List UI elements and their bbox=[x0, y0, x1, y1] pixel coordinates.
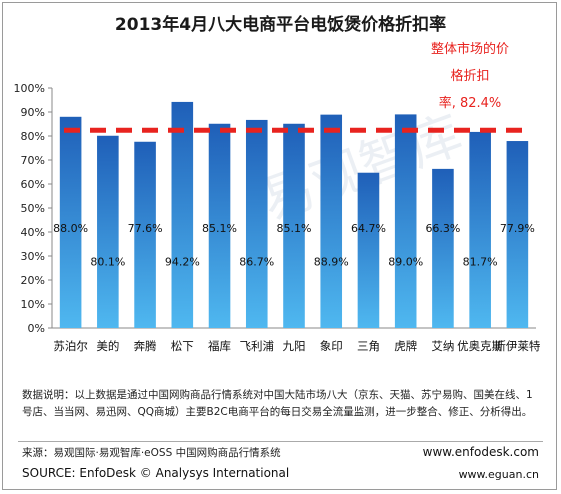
x-tick-label: 奔腾 bbox=[134, 339, 157, 353]
y-tick-labels: 0% 10% 20% 30% 40% 50% 60% 70% 80% 90% 100% bbox=[14, 82, 45, 335]
y-tick-label: 70% bbox=[21, 154, 45, 167]
enfodesk-url: www.enfodesk.com bbox=[422, 445, 539, 459]
value-label: 89.0% bbox=[388, 256, 423, 269]
x-tick-label: 艾纳 bbox=[431, 339, 454, 353]
y-tick-label: 0% bbox=[28, 322, 45, 335]
value-label: 94.2% bbox=[165, 256, 200, 269]
y-tick-label: 50% bbox=[21, 202, 45, 215]
bar bbox=[506, 141, 529, 328]
source-en: SOURCE: EnfoDesk © Analysys Internationa… bbox=[22, 466, 290, 480]
chart-title: 2013年4月八大电商平台电饭煲价格折扣率 bbox=[114, 15, 447, 35]
value-label: 80.1% bbox=[90, 256, 125, 269]
x-tick-label: 九阳 bbox=[283, 339, 306, 353]
value-label: 81.7% bbox=[463, 256, 498, 269]
x-tick-label: 优奥克斯 bbox=[457, 339, 503, 353]
y-tick-label: 100% bbox=[14, 82, 45, 95]
annotation-line-3: 率, 82.4% bbox=[438, 96, 502, 111]
y-tick-label: 10% bbox=[21, 298, 45, 311]
x-tick-label: 象印 bbox=[320, 339, 343, 353]
chart-frame bbox=[2, 2, 557, 490]
value-label: 85.1% bbox=[277, 222, 312, 235]
annotation-line-1: 整体市场的价 bbox=[430, 42, 509, 57]
source-cn: 来源：易观国际·易观智库·eOSS 中国网购商品行情系统 bbox=[22, 447, 281, 459]
y-tick-label: 40% bbox=[21, 226, 45, 239]
x-tick-label: 苏泊尔 bbox=[53, 339, 88, 353]
divider bbox=[18, 441, 543, 442]
value-label: 66.3% bbox=[425, 222, 460, 235]
value-label: 86.7% bbox=[239, 256, 274, 269]
x-tick-label: 虎牌 bbox=[394, 339, 417, 353]
y-tick-label: 90% bbox=[21, 106, 45, 119]
bar bbox=[283, 123, 305, 328]
eguan-url: www.eguan.cn bbox=[458, 468, 539, 481]
value-label: 77.6% bbox=[128, 222, 163, 235]
data-notes: 数据说明：以上数据是通过中国网购商品行情系统对中国大陆市场八大（京东、天猫、苏宁… bbox=[22, 389, 533, 418]
x-tick-label: 飞利浦 bbox=[240, 339, 275, 353]
bar bbox=[394, 114, 417, 329]
annotation-line-2: 格折扣 bbox=[450, 69, 490, 84]
reference-annotation: 整体市场的价 格折扣 率, 82.4% bbox=[400, 36, 540, 117]
x-tick-label: 福库 bbox=[208, 339, 231, 353]
bar bbox=[469, 131, 491, 328]
bars bbox=[59, 101, 529, 329]
value-label: 77.9% bbox=[500, 222, 535, 235]
bar bbox=[97, 135, 119, 328]
y-tick-label: 20% bbox=[21, 274, 45, 287]
value-labels: 88.0% 80.1% 77.6% 94.2% 85.1% 86.7% 85.1% 88.9%… bbox=[53, 222, 535, 269]
value-label: 85.1% bbox=[202, 222, 237, 235]
x-tick-label: 三角 bbox=[357, 339, 380, 353]
value-label: 64.7% bbox=[351, 222, 386, 235]
y-tick-label: 80% bbox=[21, 130, 45, 143]
bar bbox=[357, 172, 380, 328]
bar bbox=[245, 119, 268, 328]
bar bbox=[320, 114, 343, 328]
y-tick-label: 30% bbox=[21, 250, 45, 263]
x-tick-label: 美的 bbox=[96, 339, 119, 353]
bar bbox=[171, 101, 194, 328]
y-tick-label: 60% bbox=[21, 178, 45, 191]
x-tick-label: 斯伊莱特 bbox=[494, 339, 540, 353]
value-label: 88.9% bbox=[314, 256, 349, 269]
bar bbox=[432, 168, 454, 328]
value-label: 88.0% bbox=[53, 222, 88, 235]
x-tick-label: 松下 bbox=[171, 339, 194, 353]
bar bbox=[134, 141, 156, 328]
bar bbox=[59, 116, 82, 328]
bar bbox=[208, 123, 231, 328]
